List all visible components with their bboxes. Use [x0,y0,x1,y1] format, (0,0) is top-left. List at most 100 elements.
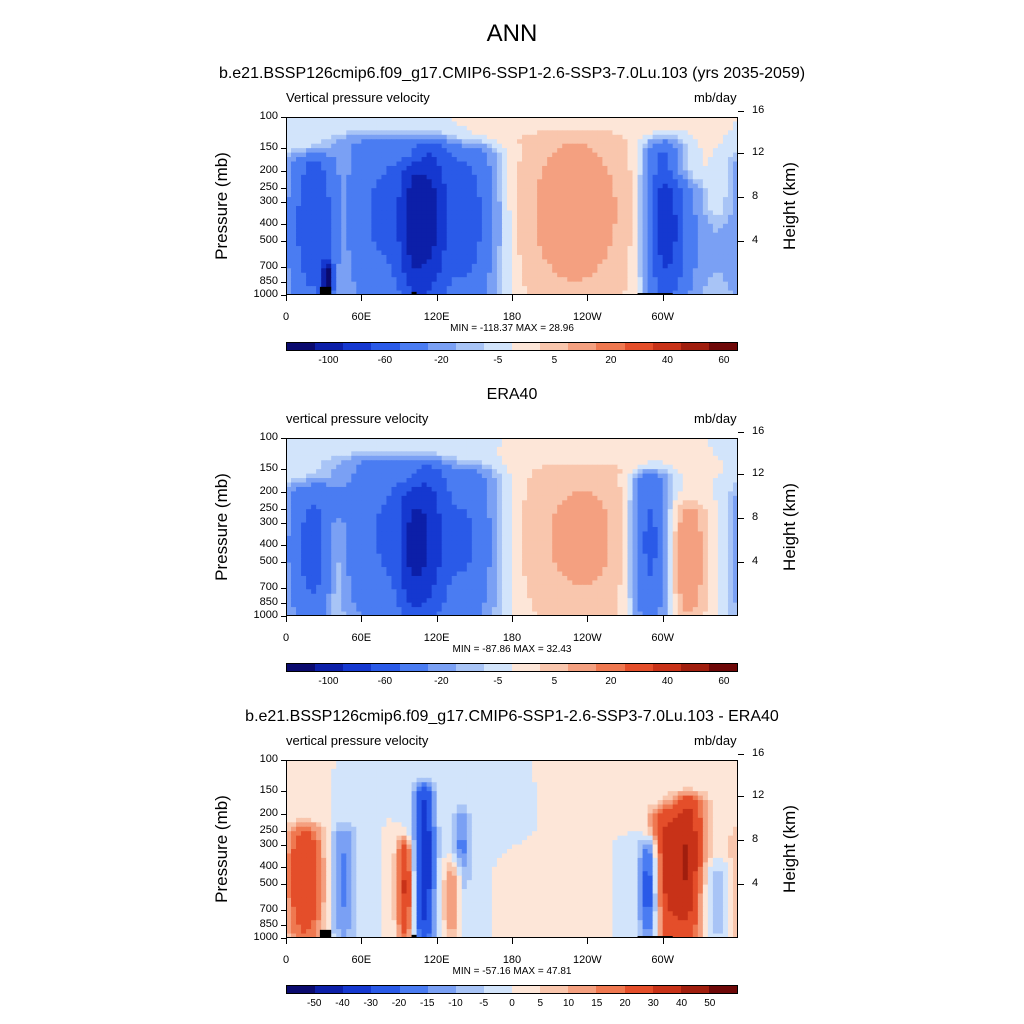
contour-cell [632,268,639,274]
contour-cell [592,210,598,216]
contour-cell [622,495,629,501]
contour-cell [617,117,624,123]
contour-cell [416,201,423,207]
contour-cell [376,143,383,149]
contour-cell [677,219,684,225]
contour-cell [456,179,463,185]
contour-cell [542,482,548,488]
contour-cell [456,272,463,278]
contour-cell [567,446,573,452]
contour-cell [702,286,709,292]
contour-cell [351,268,357,274]
contour-cell [647,206,654,212]
contour-cell [441,281,448,287]
contour-cell [622,254,629,260]
contour-cell [326,214,332,220]
contour-cell [552,237,558,243]
contour-cell [637,286,644,292]
contour-cell [587,281,593,287]
contour-cell [396,272,403,278]
contour-cell [687,143,694,149]
contour-cell [476,237,483,243]
contour-cell [296,148,302,154]
contour-cell [732,268,738,274]
contour-cell [562,254,568,260]
contour-cell [662,125,669,131]
contour-cell [702,179,709,185]
contour-cell [351,246,357,252]
contour-cell [376,210,383,216]
contour-cell [687,183,694,189]
contour-cell [547,446,553,452]
contour-cell [627,161,634,167]
contour-cell [567,219,573,225]
contour-cell [572,232,578,238]
contour-cell [486,250,493,256]
contour-cell [527,446,533,452]
contour-cell [657,438,664,444]
contour-cell [361,161,367,167]
contour-cell [306,254,312,260]
contour-cell [712,210,719,216]
contour-cell [702,232,709,238]
contour-cell [537,161,543,167]
contour-cell [527,263,533,269]
contour-cell [436,125,443,131]
contour-cell [527,139,533,145]
contour-cell [712,442,719,448]
contour-cell [567,130,573,136]
contour-cell [542,241,548,247]
contour-cell [451,223,458,229]
contour-cell [446,254,453,260]
contour-cell [557,214,563,220]
contour-cell [391,165,398,171]
contour-cell [501,157,508,163]
contour-cell [632,495,639,501]
contour-cell [326,232,332,238]
contour-cell [486,455,493,461]
contour-cell [476,130,483,136]
contour-cell [306,143,312,149]
contour-cell [657,281,664,287]
contour-cell [722,241,729,247]
contour-cell [366,179,372,185]
contour-cell [381,455,388,461]
contour-cell [672,214,679,220]
contour-cell [687,237,694,243]
contour-cell [622,134,629,140]
contour-cell [662,259,669,265]
contour-cell [607,161,614,167]
contour-cell [557,246,563,252]
contour-cell [386,277,393,283]
contour-cell [491,165,498,171]
contour-cell [306,469,312,475]
contour-cell [602,157,609,163]
contour-cell [617,277,624,283]
contour-cell [597,263,603,269]
contour-cell [386,139,393,145]
contour-cell [371,442,377,448]
contour-cell [381,161,388,167]
contour-cell [341,201,347,207]
contour-cell [572,125,578,131]
contour-cell [622,206,629,212]
y2-tick-mark [738,197,744,198]
contour-cell [587,152,593,158]
contour-cell [712,241,719,247]
contour-cell [637,281,644,287]
contour-cell [361,188,367,194]
contour-cell [687,170,694,176]
contour-cell [381,272,388,278]
contour-cell [401,263,408,269]
contour-cell [411,438,418,444]
contour-cell [356,486,362,492]
contour-cell [577,438,583,444]
contour-cell [301,438,307,444]
contour-cell [582,130,588,136]
contour-cell [732,130,738,136]
contour-cell [697,188,704,194]
contour-cell [707,125,714,131]
contour-cell [632,469,639,475]
contour-cell [647,125,654,131]
contour-cell [361,491,367,497]
